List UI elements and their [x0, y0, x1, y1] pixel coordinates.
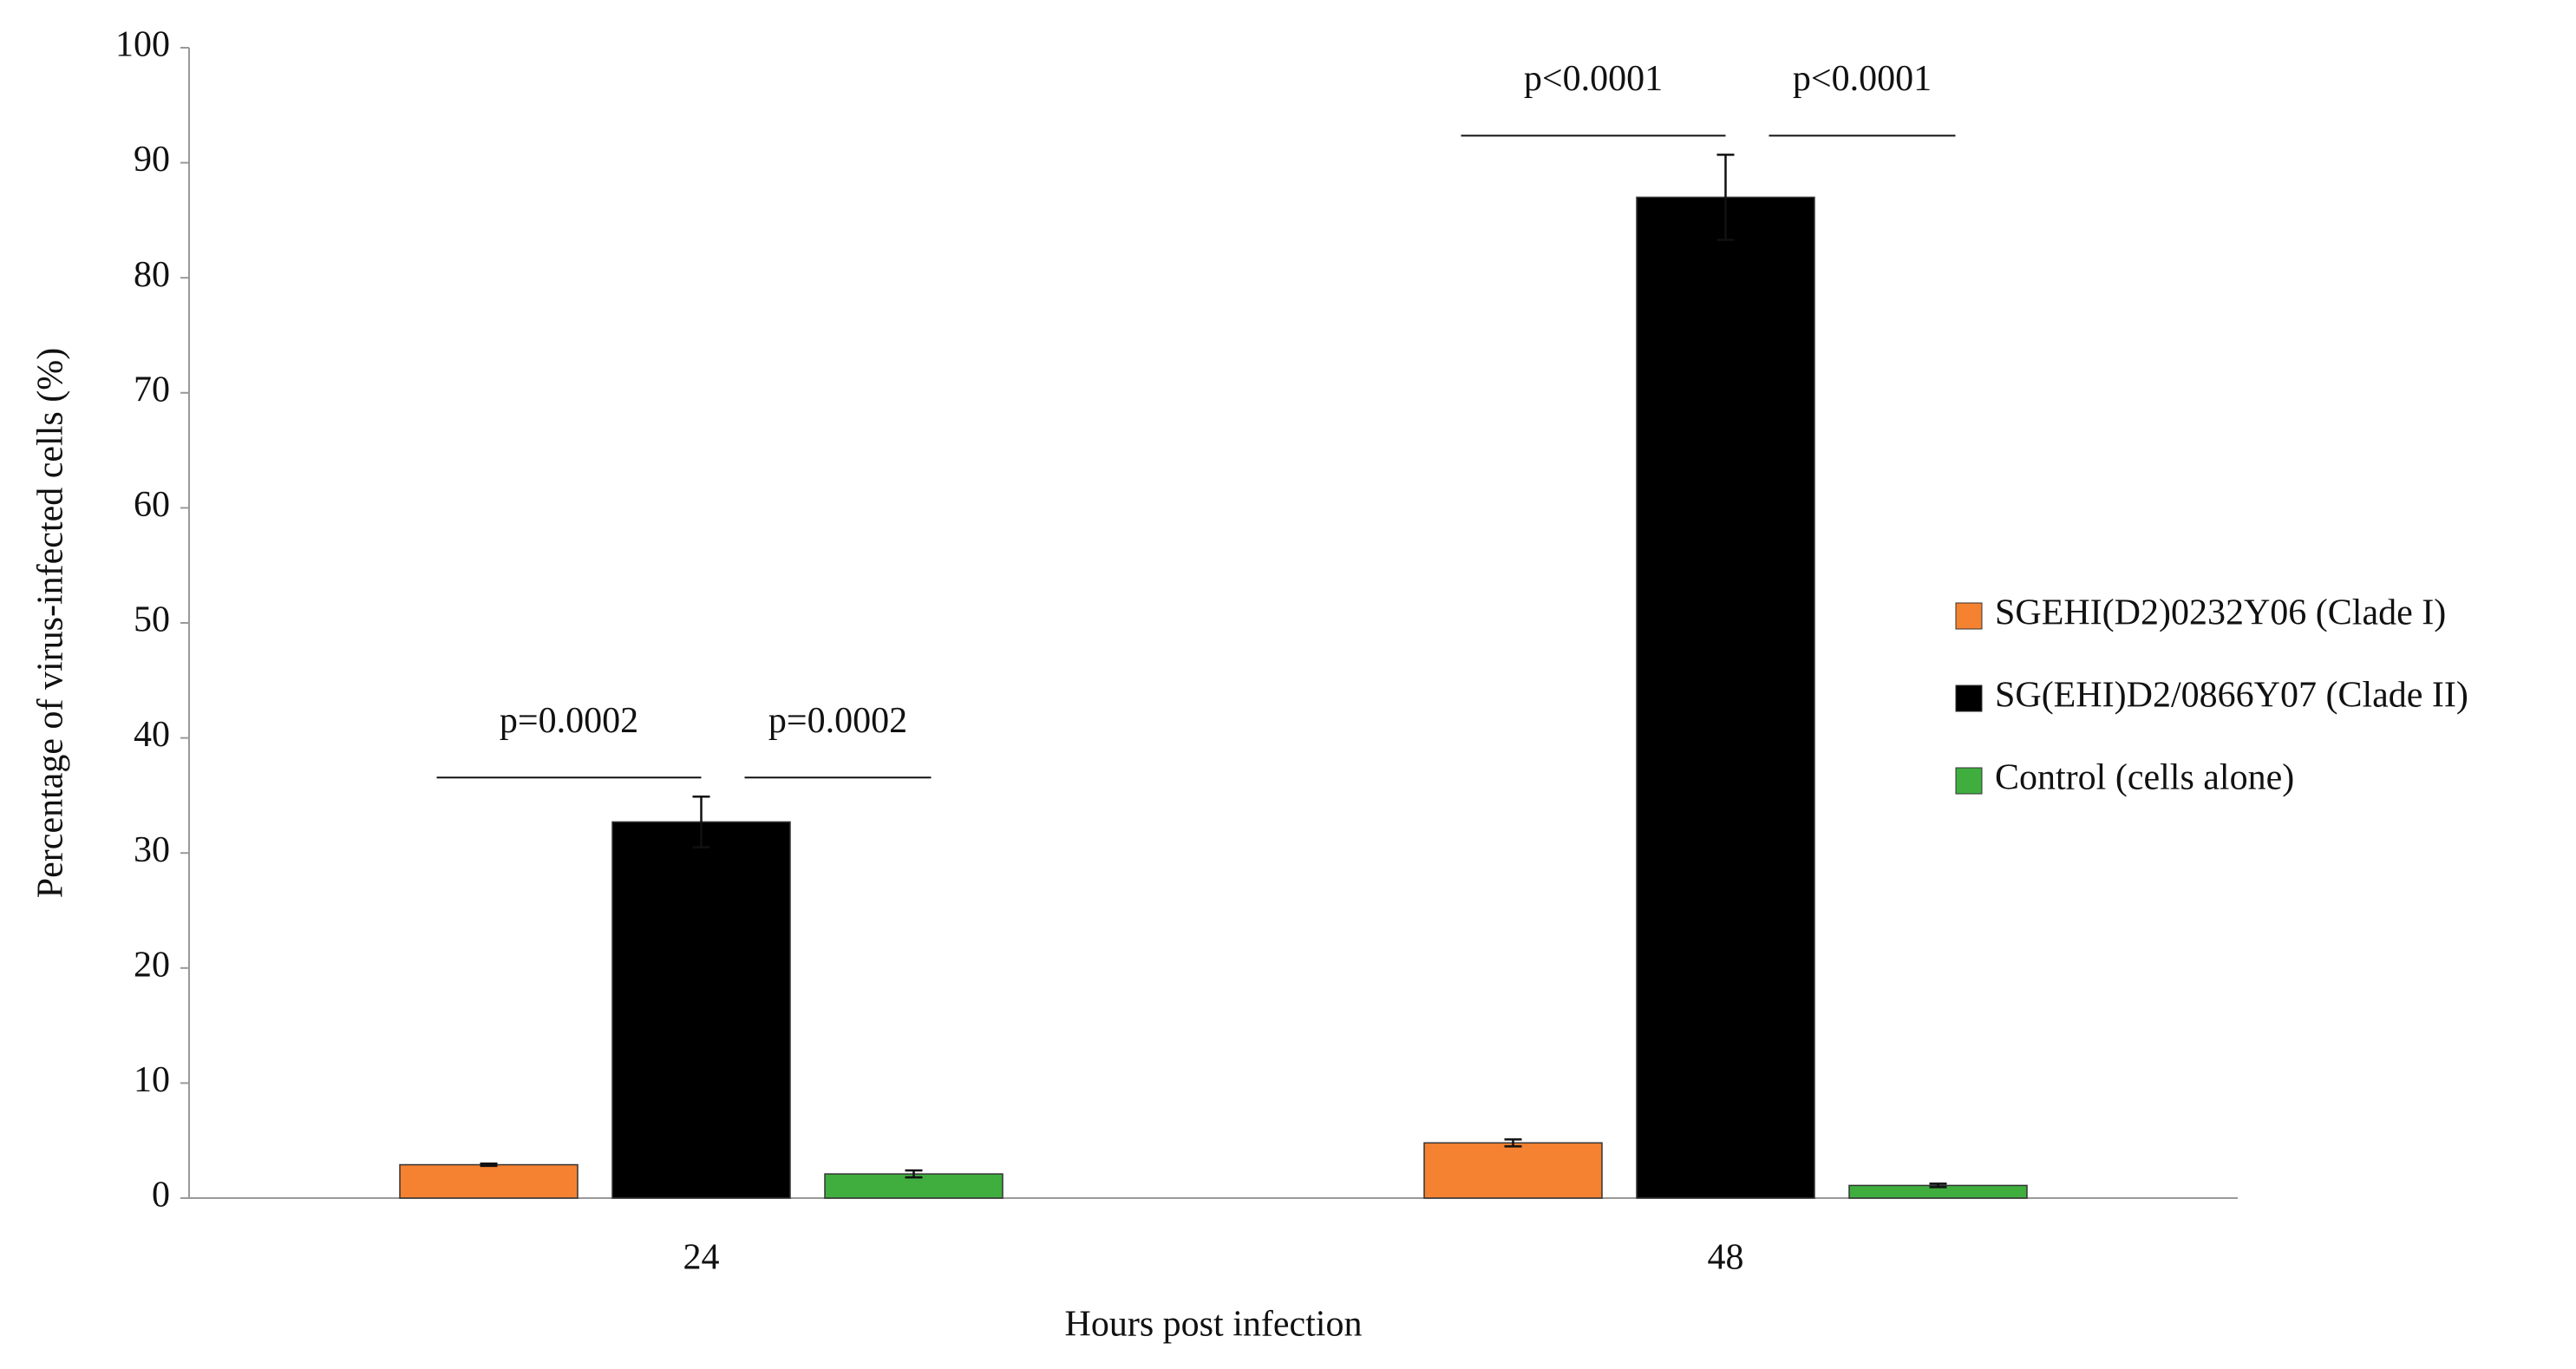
- bar: [1423, 1142, 1603, 1199]
- legend-label: Control (cells alone): [1995, 758, 2294, 798]
- error-bar: [905, 1169, 923, 1179]
- legend-label: SG(EHI)D2/0866Y07 (Clade II): [1995, 676, 2468, 716]
- y-tick-label: 90: [134, 140, 170, 180]
- significance-label: p<0.0001: [1793, 59, 1932, 99]
- bar: [611, 821, 791, 1199]
- significance-label: p<0.0001: [1524, 59, 1663, 99]
- y-tick-label: 100: [115, 25, 170, 65]
- y-tick-label: 80: [134, 255, 170, 295]
- y-tick-label: 0: [152, 1176, 170, 1215]
- significance-label: p=0.0002: [768, 701, 907, 741]
- y-tick-label: 40: [134, 715, 170, 755]
- y-tick-label: 30: [134, 830, 170, 870]
- y-tick-label: 10: [134, 1060, 170, 1100]
- error-bar: [480, 1162, 498, 1168]
- y-axis-label: Percentage of virus-infected cells (%): [31, 348, 71, 898]
- y-tick-label: 50: [134, 600, 170, 640]
- error-bar: [1929, 1182, 1947, 1189]
- legend-label: SGEHI(D2)0232Y06 (Clade I): [1995, 593, 2446, 633]
- y-tick-label: 60: [134, 485, 170, 525]
- error-bar: [692, 795, 710, 848]
- error-bar: [1504, 1138, 1522, 1148]
- legend-swatch: [1955, 602, 1983, 630]
- bar: [1636, 196, 1815, 1199]
- legend-swatch: [1955, 767, 1983, 795]
- y-tick-label: 70: [134, 370, 170, 409]
- y-tick-label: 20: [134, 945, 170, 985]
- x-axis-label: Hours post infection: [1065, 1305, 1363, 1345]
- x-tick-label: 48: [1708, 1238, 1744, 1278]
- significance-label: p=0.0002: [500, 701, 638, 741]
- legend-swatch: [1955, 684, 1983, 712]
- bar: [399, 1163, 579, 1199]
- x-tick-label: 24: [683, 1238, 720, 1278]
- error-bar: [1716, 154, 1735, 241]
